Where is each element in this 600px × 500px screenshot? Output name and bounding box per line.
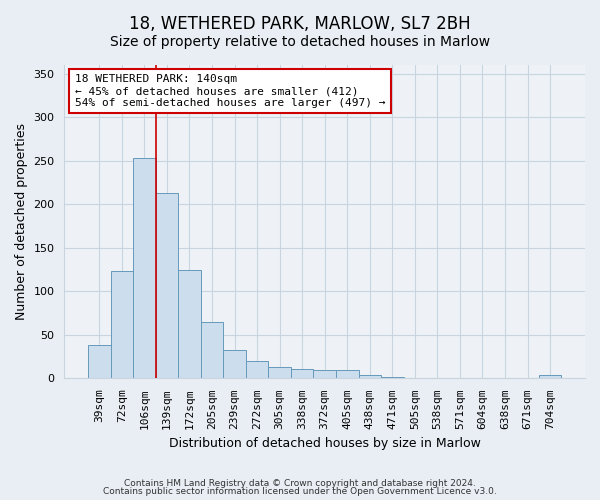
Bar <box>336 370 359 378</box>
Text: Contains HM Land Registry data © Crown copyright and database right 2024.: Contains HM Land Registry data © Crown c… <box>124 478 476 488</box>
Bar <box>155 193 178 378</box>
Bar <box>110 272 133 378</box>
Bar <box>291 369 313 378</box>
Bar <box>539 375 562 378</box>
Bar <box>201 322 223 378</box>
X-axis label: Distribution of detached houses by size in Marlow: Distribution of detached houses by size … <box>169 437 481 450</box>
Y-axis label: Number of detached properties: Number of detached properties <box>15 123 28 320</box>
Text: 18, WETHERED PARK, MARLOW, SL7 2BH: 18, WETHERED PARK, MARLOW, SL7 2BH <box>129 15 471 33</box>
Text: 18 WETHERED PARK: 140sqm
← 45% of detached houses are smaller (412)
54% of semi-: 18 WETHERED PARK: 140sqm ← 45% of detach… <box>75 74 385 108</box>
Bar <box>268 367 291 378</box>
Bar <box>313 370 336 378</box>
Bar <box>88 346 110 378</box>
Bar <box>359 375 381 378</box>
Text: Contains public sector information licensed under the Open Government Licence v3: Contains public sector information licen… <box>103 487 497 496</box>
Bar <box>223 350 246 378</box>
Bar <box>246 361 268 378</box>
Bar <box>381 376 404 378</box>
Text: Size of property relative to detached houses in Marlow: Size of property relative to detached ho… <box>110 35 490 49</box>
Bar <box>178 270 201 378</box>
Bar <box>133 158 155 378</box>
